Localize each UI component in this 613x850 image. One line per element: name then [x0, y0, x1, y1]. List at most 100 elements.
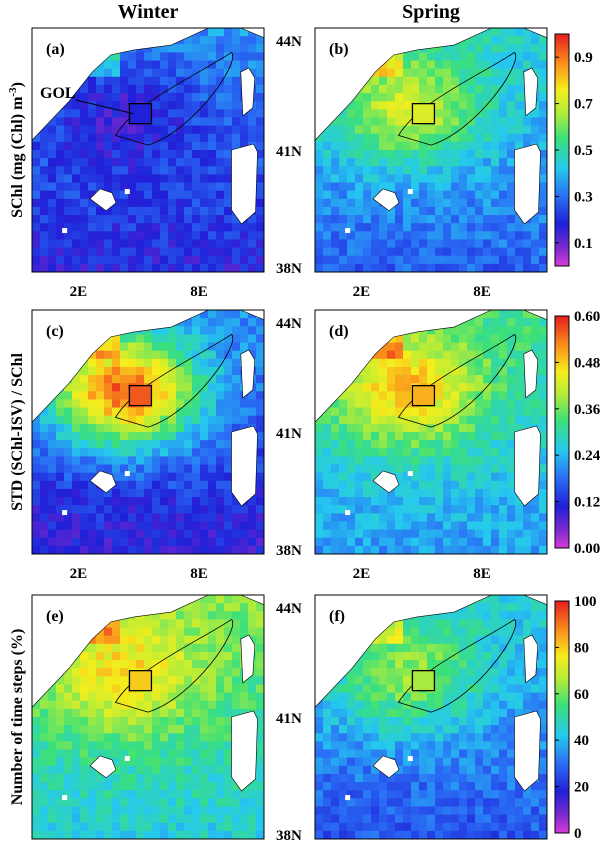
row-ylabel-3: Number of time steps (%): [9, 629, 26, 806]
ibiza-island: [345, 228, 351, 234]
corsica-island: [523, 634, 539, 684]
colorbar-tick-label: 100: [574, 594, 597, 610]
corsica-island: [240, 634, 256, 684]
lon-tick-8E: 8E: [473, 566, 491, 582]
row-ylabel-1: SChl (mg (Chl) m-3): [7, 82, 26, 218]
lon-tick-8E: 8E: [190, 566, 208, 582]
gol-box: [128, 669, 153, 692]
mallorca-island: [89, 755, 117, 779]
menorca-island: [124, 471, 130, 477]
colorbar-strip: [554, 600, 570, 834]
panel-label: (b): [329, 41, 349, 58]
colorbar-2: 0.60 0.48 0.36 0.24 0.12 0.00: [554, 309, 601, 557]
colorbar-tick-label: 60: [574, 687, 589, 703]
gol-box: [411, 102, 436, 125]
colorbar-tick-label: 40: [574, 733, 589, 749]
mallorca-island: [372, 470, 400, 494]
column-title-spring: Spring: [402, 1, 460, 23]
colorbar-tick-label: 0.60: [574, 309, 600, 325]
corsica-island: [240, 349, 256, 399]
ibiza-island: [62, 510, 68, 516]
menorca-island: [124, 756, 130, 762]
lat-tick-38N: 38N: [276, 543, 302, 559]
colorbar-tick-label: 0.48: [574, 355, 600, 371]
map-panel-a: (a) GOL: [31, 27, 265, 273]
panel-label: (f): [329, 608, 345, 625]
map-panel-d: (d): [314, 309, 548, 555]
colorbar-1: 0.9 0.7 0.5 0.3 0.1: [554, 33, 593, 267]
gol-annotation: GOL: [40, 85, 76, 102]
colorbar-tick-label: 0.24: [574, 448, 601, 464]
gol-box: [411, 669, 436, 692]
mallorca-island: [372, 188, 400, 212]
row-ylabel-2: STD (SChl-ISV) / SChl: [9, 353, 26, 511]
lat-tick-41N: 41N: [276, 144, 302, 160]
colorbar-tick-label: 80: [574, 640, 589, 656]
ibiza-island: [62, 795, 68, 801]
lat-tick-44N: 44N: [276, 34, 302, 50]
map-panel-f: (f): [314, 594, 548, 840]
lon-tick-8E: 8E: [190, 284, 208, 300]
panel-frame: [31, 27, 265, 273]
panel-frame: [314, 309, 548, 555]
ibiza-island: [62, 228, 68, 234]
mallorca-island: [372, 755, 400, 779]
lat-tick-44N: 44N: [276, 316, 302, 332]
lat-tick-41N: 41N: [276, 426, 302, 442]
gol-box: [411, 384, 436, 407]
colorbar-tick-label: 0.36: [574, 402, 601, 418]
colorbar-3: 100 80 60 40 20 0: [554, 594, 597, 842]
colorbar-tick-label: 0.12: [574, 495, 600, 511]
column-title-winter: Winter: [118, 1, 179, 23]
panel-label: (a): [46, 41, 65, 58]
lon-tick-2E: 2E: [353, 566, 371, 582]
gol-box: [128, 102, 153, 125]
sardinia-island: [231, 425, 258, 507]
colorbar-tick-label: 0.7: [574, 97, 593, 113]
lat-tick-38N: 38N: [276, 261, 302, 277]
panel-frame: [31, 594, 265, 840]
panel-frame: [31, 309, 265, 555]
menorca-island: [407, 189, 413, 195]
panel-frame: [314, 594, 548, 840]
lat-tick-38N: 38N: [276, 828, 302, 844]
corsica-island: [523, 349, 539, 399]
ibiza-island: [345, 795, 351, 801]
corsica-island: [240, 67, 256, 117]
sardinia-island: [514, 143, 541, 225]
mallorca-island: [89, 470, 117, 494]
map-panel-b: (b): [314, 27, 548, 273]
lon-tick-2E: 2E: [70, 566, 88, 582]
colorbar-tick-label: 0.3: [574, 189, 593, 205]
menorca-island: [407, 471, 413, 477]
menorca-island: [407, 756, 413, 762]
map-panel-e: (e): [31, 594, 265, 840]
map-panel-c: (c): [31, 309, 265, 555]
colorbar-tick-label: 20: [574, 780, 589, 796]
panel-label: (e): [46, 608, 64, 625]
sardinia-island: [514, 425, 541, 507]
panel-label: (d): [329, 323, 349, 340]
sardinia-island: [231, 143, 258, 225]
colorbar-tick-label: 0: [574, 826, 582, 842]
colorbar-tick-label: 0.1: [574, 236, 593, 252]
corsica-island: [523, 67, 539, 117]
ibiza-island: [345, 510, 351, 516]
lat-tick-44N: 44N: [276, 601, 302, 617]
sardinia-island: [514, 710, 541, 792]
lon-tick-8E: 8E: [473, 284, 491, 300]
lon-tick-2E: 2E: [70, 284, 88, 300]
lon-tick-2E: 2E: [353, 284, 371, 300]
panel-frame: [314, 27, 548, 273]
colorbar-tick-label: 0.00: [574, 541, 600, 557]
sardinia-island: [231, 710, 258, 792]
menorca-island: [124, 189, 130, 195]
colorbar-strip: [554, 315, 570, 549]
lat-tick-41N: 41N: [276, 711, 302, 727]
mallorca-island: [89, 188, 117, 212]
colorbar-tick-label: 0.9: [574, 50, 593, 66]
colorbar-tick-label: 0.5: [574, 143, 593, 159]
panel-label: (c): [46, 323, 64, 340]
gol-arrow: [75, 99, 134, 115]
